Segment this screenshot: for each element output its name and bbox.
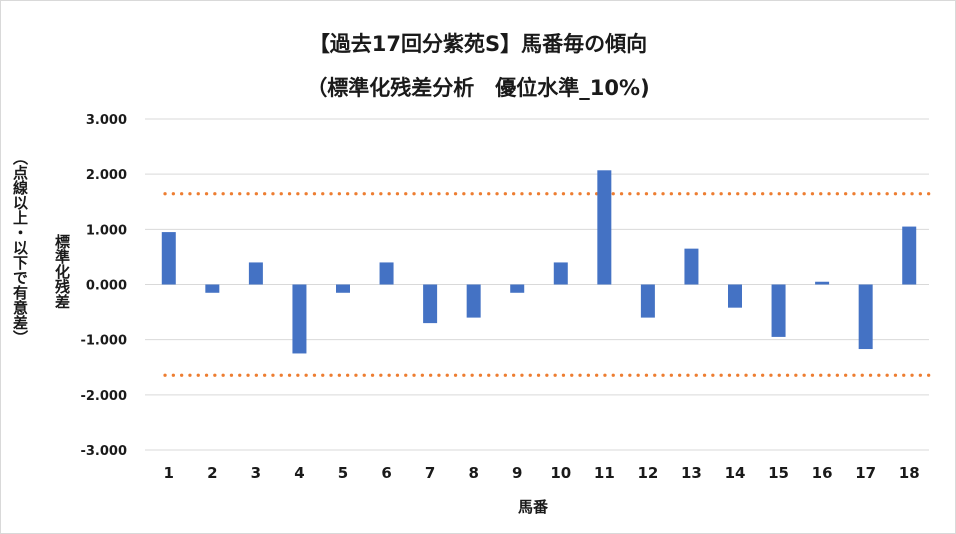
x-tick-label: 11	[594, 464, 615, 482]
x-tick-label: 8	[468, 464, 478, 482]
chart-title: 【過去17回分紫苑S】馬番毎の傾向	[308, 32, 648, 56]
y-tick-label: 1.000	[86, 223, 127, 238]
y-tick-label: 3.000	[86, 113, 127, 128]
x-tick-label: 12	[637, 464, 658, 482]
bar	[640, 284, 655, 318]
y-tick-label: -2.000	[80, 389, 127, 404]
x-tick-label: 10	[550, 464, 571, 482]
y-tick-label: 0.000	[86, 279, 127, 294]
bar	[423, 284, 438, 324]
y-tick-label: -1.000	[80, 334, 127, 349]
bar	[553, 262, 568, 285]
bar	[902, 226, 917, 285]
x-tick-label: 6	[381, 464, 391, 482]
bar	[510, 284, 525, 293]
x-tick-label: 4	[294, 464, 304, 482]
bar	[205, 284, 220, 293]
x-tick-label: 18	[899, 464, 920, 482]
bar	[248, 262, 263, 285]
bar	[728, 284, 742, 308]
bar	[771, 284, 786, 337]
bar	[161, 232, 176, 285]
bar	[466, 284, 481, 318]
y-tick-label: -3.000	[80, 444, 127, 459]
x-tick-label: 7	[425, 464, 435, 482]
x-tick-label: 2	[207, 464, 217, 482]
bar	[379, 262, 394, 285]
y-axis-note: （点線以上・以下で有意差）	[11, 150, 29, 345]
bar	[292, 284, 307, 354]
y-axis-label: 標準化残差	[53, 234, 71, 309]
bar	[858, 284, 873, 350]
x-tick-label: 1	[164, 464, 174, 482]
x-tick-label: 9	[512, 464, 522, 482]
chart-subtitle: （標準化残差分析 優位水準_10%)	[306, 76, 650, 100]
bar	[815, 281, 830, 285]
x-tick-label: 3	[251, 464, 261, 482]
bar	[336, 284, 350, 293]
x-tick-label: 17	[855, 464, 876, 482]
x-axis-label: 馬番	[517, 498, 548, 516]
y-tick-label: 2.000	[86, 168, 127, 183]
x-tick-label: 15	[768, 464, 789, 482]
x-tick-label: 13	[681, 464, 702, 482]
bar	[684, 248, 699, 285]
bar	[597, 170, 612, 285]
x-tick-label: 16	[812, 464, 833, 482]
x-tick-label: 14	[725, 464, 746, 482]
x-tick-label: 5	[338, 464, 348, 482]
